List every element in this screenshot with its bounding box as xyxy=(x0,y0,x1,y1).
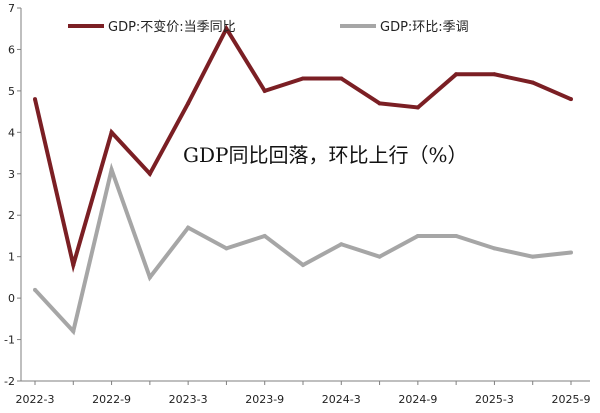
data-point xyxy=(569,97,573,102)
data-point xyxy=(109,167,114,172)
x-tick-label: 2025-9 xyxy=(552,393,591,406)
data-point xyxy=(71,262,76,267)
x-tick-label: 2023-9 xyxy=(245,393,284,406)
x-tick-label: 2023-3 xyxy=(169,393,208,406)
data-point xyxy=(33,287,37,292)
data-point xyxy=(377,101,382,106)
data-point xyxy=(454,233,459,238)
y-tick-label: 4 xyxy=(8,126,15,139)
data-point xyxy=(224,26,229,31)
y-tick-label: 1 xyxy=(8,251,15,264)
data-point xyxy=(530,80,535,85)
y-tick-label: -1 xyxy=(4,334,15,347)
axes: -2 -1 0 1 2 3 4 5 6 7 2022-3 2022-9 2023-3 2023-9 2024… xyxy=(4,2,590,406)
data-point xyxy=(415,105,420,110)
data-point xyxy=(569,250,573,255)
y-tick-label: 5 xyxy=(8,85,15,98)
data-point xyxy=(262,233,267,238)
data-point xyxy=(339,76,344,81)
legend: GDP:不变价:当季同比 GDP:环比:季调 xyxy=(68,19,469,35)
data-point xyxy=(530,254,535,259)
data-point xyxy=(301,262,305,267)
data-point xyxy=(33,97,37,102)
data-point xyxy=(339,242,344,247)
y-tick-label: 3 xyxy=(8,168,15,181)
legend-label-gdp-yoy: GDP:不变价:当季同比 xyxy=(108,19,236,35)
x-tick-label: 2025-3 xyxy=(475,393,514,406)
data-point xyxy=(71,329,76,334)
data-point xyxy=(262,88,267,93)
legend-label-gdp-qoq: GDP:环比:季调 xyxy=(380,20,469,35)
y-tick-label: 7 xyxy=(8,2,15,15)
data-point xyxy=(186,101,191,106)
y-tick-label: -2 xyxy=(4,375,15,388)
data-point xyxy=(147,275,152,280)
series-layer xyxy=(33,24,573,336)
data-point xyxy=(454,72,459,77)
data-point xyxy=(224,246,229,251)
data-point xyxy=(147,171,152,176)
data-point xyxy=(377,254,382,259)
data-point xyxy=(492,246,497,251)
series-line-1 xyxy=(33,162,572,336)
y-tick-label: 0 xyxy=(8,292,15,305)
data-point xyxy=(109,130,114,135)
data-point xyxy=(492,72,497,77)
x-tick-label: 2022-9 xyxy=(92,393,131,406)
x-tick-label: 2022-3 xyxy=(16,393,55,406)
x-tick-label: 2024-3 xyxy=(322,393,361,406)
chart-annotation: GDP同比回落，环比上行（%） xyxy=(183,143,467,167)
data-point xyxy=(186,225,191,230)
y-tick-label: 6 xyxy=(8,43,15,56)
data-point xyxy=(415,233,420,238)
y-tick-label: 2 xyxy=(8,209,15,222)
x-tick-label: 2024-9 xyxy=(398,393,437,406)
data-point xyxy=(301,76,305,81)
